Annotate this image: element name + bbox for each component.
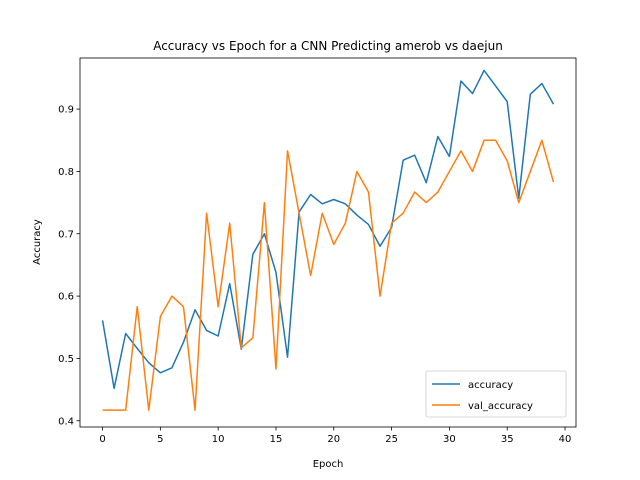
plot-area <box>79 57 577 428</box>
y-axis: 0.4 0.5 0.6 0.7 0.8 0.9 <box>58 105 80 427</box>
series-line-val-accuracy <box>102 139 555 411</box>
x-tick-label: 15 <box>270 434 283 445</box>
x-tick-label: 25 <box>385 434 398 445</box>
y-tick-label: 0.4 <box>58 416 74 427</box>
legend-label-accuracy: accuracy <box>468 380 513 391</box>
legend-label-val-accuracy: val_accuracy <box>468 401 533 412</box>
legend: accuracy val_accuracy <box>425 370 567 418</box>
y-tick-label: 0.8 <box>58 167 74 178</box>
x-tick-label: 35 <box>501 434 514 445</box>
y-tick-label: 0.7 <box>58 229 74 240</box>
x-tick-label: 0 <box>99 434 105 445</box>
series-line-accuracy <box>101 69 555 390</box>
x-tick-label: 5 <box>157 434 163 445</box>
series-layer <box>101 69 555 411</box>
x-tick-label: 10 <box>212 434 225 445</box>
y-axis-title: Accuracy <box>32 219 43 265</box>
chart-title: Accuracy vs Epoch for a CNN Predicting a… <box>153 39 503 53</box>
x-tick-label: 40 <box>559 434 572 445</box>
x-axis: 0 5 10 15 20 25 30 35 40 <box>99 427 571 445</box>
legend-box <box>425 370 567 418</box>
x-tick-label: 20 <box>327 434 340 445</box>
y-tick-label: 0.5 <box>58 354 74 365</box>
y-tick-label: 0.9 <box>58 105 74 116</box>
y-tick-label: 0.6 <box>58 292 74 303</box>
plot-frame <box>79 57 577 428</box>
x-axis-title: Epoch <box>313 459 344 470</box>
x-tick-label: 30 <box>443 434 456 445</box>
